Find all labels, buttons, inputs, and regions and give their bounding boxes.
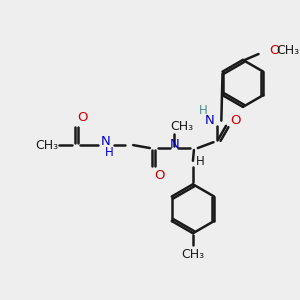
Text: CH₃: CH₃ [35, 139, 58, 152]
Text: O: O [77, 111, 88, 124]
Text: H: H [105, 146, 114, 159]
Text: H: H [199, 104, 208, 117]
Text: O: O [230, 114, 240, 127]
Text: O: O [154, 169, 165, 182]
Text: CH₃: CH₃ [171, 120, 194, 133]
Text: H: H [195, 155, 204, 168]
Text: N: N [169, 138, 179, 151]
Text: N: N [205, 114, 214, 127]
Text: CH₃: CH₃ [276, 44, 299, 57]
Text: O: O [269, 44, 280, 57]
Text: CH₃: CH₃ [182, 248, 205, 261]
Text: N: N [101, 135, 111, 148]
